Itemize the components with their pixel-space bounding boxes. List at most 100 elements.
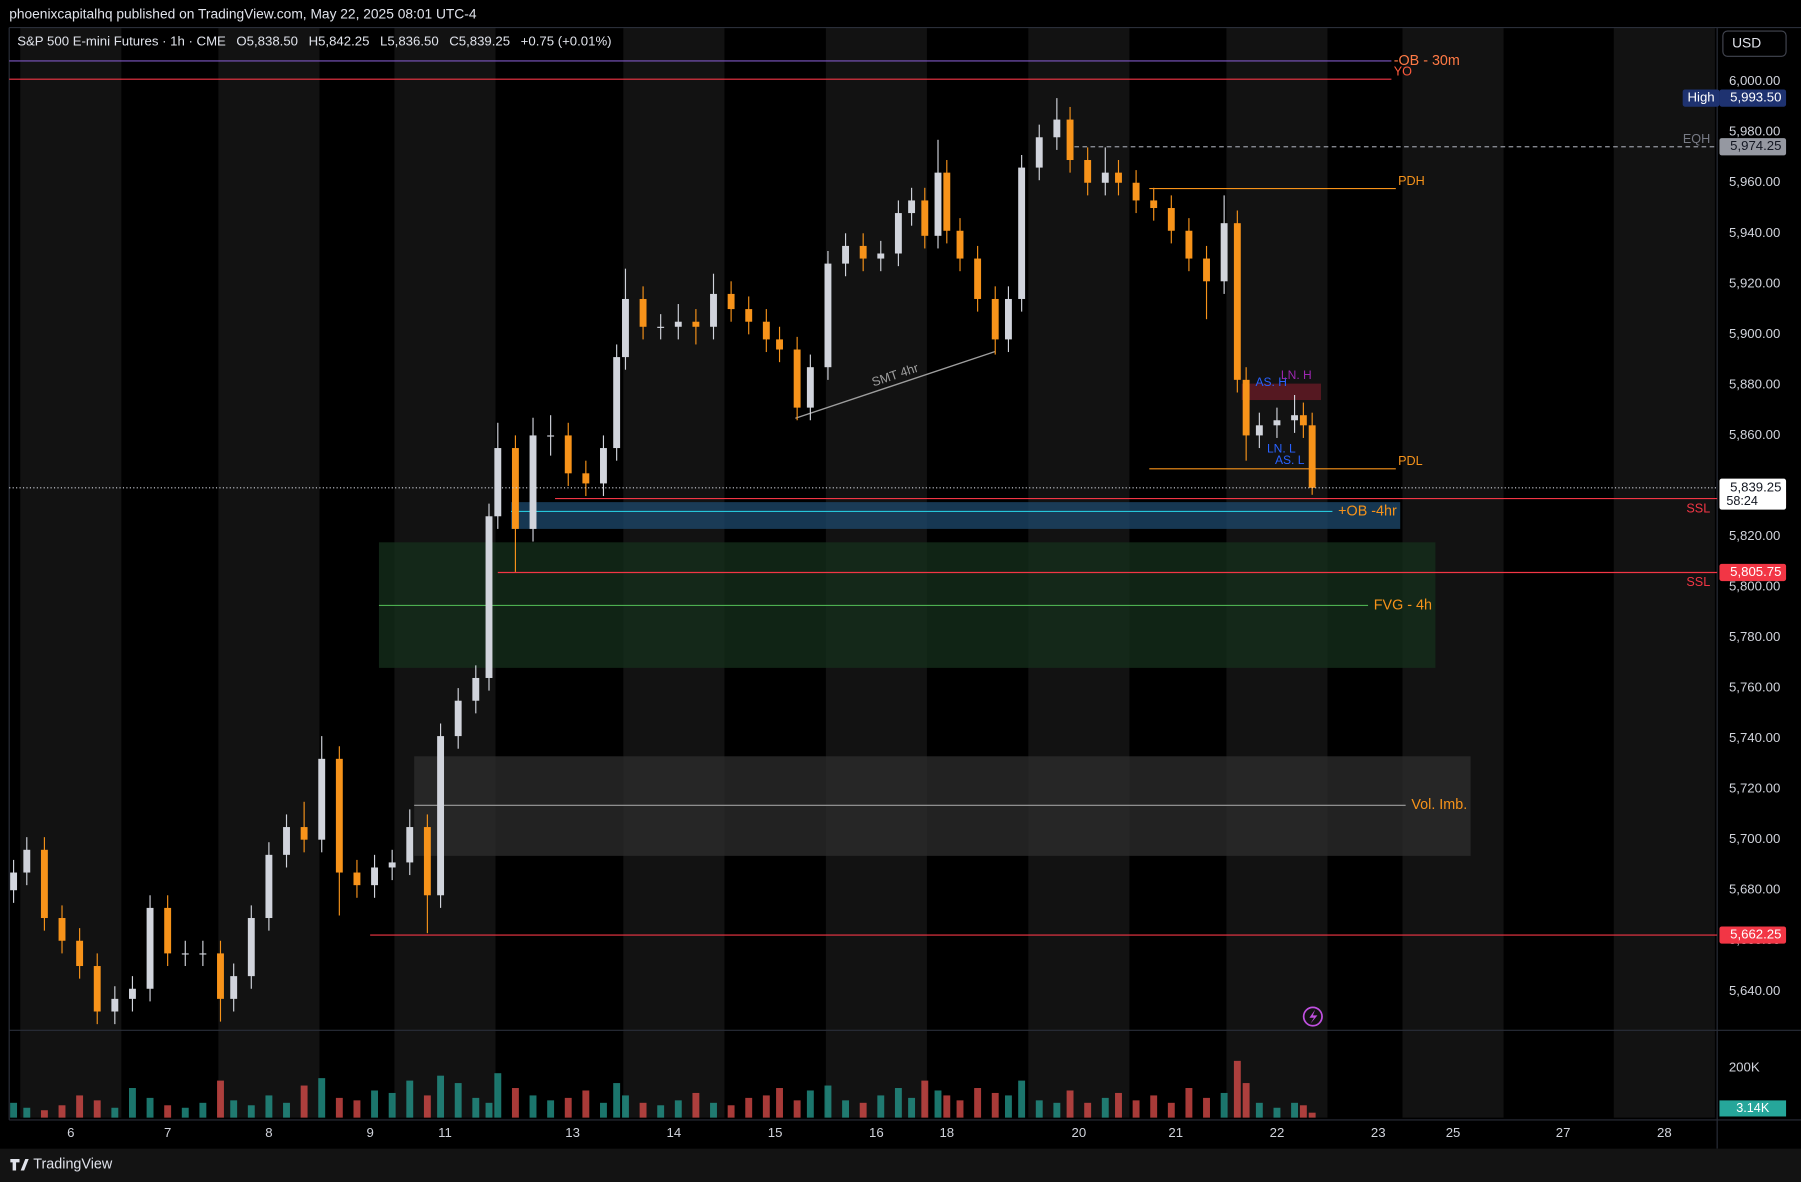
candle-body: [318, 758, 326, 840]
volume-bar: [1004, 1095, 1012, 1118]
volume-bar: [727, 1105, 735, 1118]
volume-bar: [1101, 1097, 1109, 1118]
y-tick-label: 5,700.00: [1729, 831, 1780, 846]
candle-body: [128, 988, 136, 999]
volume-bar: [494, 1073, 502, 1118]
level-label: -OB - 30m: [1394, 53, 1460, 69]
volume-bar: [613, 1083, 621, 1118]
volume-bar: [1084, 1102, 1092, 1118]
candle-body: [859, 245, 867, 259]
zone-label: FVG - 4h: [1374, 597, 1432, 613]
candle-body: [1203, 258, 1210, 282]
volume-bar: [1242, 1083, 1250, 1118]
y-tick-label: 5,860.00: [1729, 427, 1780, 442]
candle-body: [622, 298, 629, 358]
x-tick-label: 14: [667, 1125, 682, 1140]
alert-icon[interactable]: [1302, 1006, 1323, 1027]
candle-body: [776, 339, 783, 350]
volume-bar: [824, 1085, 832, 1118]
volume-bar: [472, 1097, 480, 1118]
candle-body: [762, 321, 770, 340]
x-tick-label: 22: [1270, 1125, 1285, 1140]
volume-bar: [454, 1083, 462, 1118]
countdown-label: 58:24: [1726, 494, 1758, 508]
structure-label: LN. H: [1281, 368, 1312, 382]
high-name: High: [1688, 90, 1715, 105]
candle-body: [934, 172, 942, 236]
candle-body: [1101, 172, 1109, 183]
candle-body: [454, 700, 462, 737]
candle-body: [1018, 167, 1026, 299]
symbol: S&P 500 E-mini Futures · 1h · CME: [17, 34, 226, 49]
volume-bar: [1035, 1100, 1043, 1118]
high-value: 5,993.50: [1730, 90, 1781, 105]
x-tick-label: 9: [366, 1125, 373, 1140]
candle-body: [388, 862, 396, 868]
x-tick-label: 18: [939, 1125, 954, 1140]
volume-bar: [877, 1095, 885, 1118]
candle-body: [582, 473, 590, 484]
volume-bar: [1255, 1102, 1263, 1118]
currency-label[interactable]: USD: [1732, 35, 1761, 50]
candle-body: [1242, 379, 1250, 436]
alert-bolt: [1309, 1009, 1318, 1024]
legend: S&P 500 E-mini Futures · 1h · CME O5,838…: [17, 34, 611, 49]
high-value-box: [1719, 89, 1787, 107]
zone: [414, 756, 1471, 856]
volume-bar: [1132, 1100, 1140, 1118]
price-box: [1719, 138, 1787, 156]
volume-bar: [692, 1092, 700, 1118]
zone-label: +OB -4hr: [1338, 503, 1397, 519]
volume-bar: [991, 1092, 999, 1118]
volume-bar: [793, 1100, 801, 1118]
range-box: [1241, 383, 1321, 401]
x-tick-label: 6: [67, 1125, 74, 1140]
candle-body: [956, 230, 964, 259]
candle-body: [1308, 425, 1316, 488]
candle-body: [1066, 119, 1074, 161]
structure-label: AS. H: [1255, 375, 1286, 389]
candle-body: [217, 953, 224, 999]
candle-body: [335, 758, 343, 873]
volume-bar: [485, 1102, 493, 1118]
y-tick-label: 5,900.00: [1729, 326, 1780, 341]
candle-body: [93, 966, 101, 1012]
volume-bar: [529, 1095, 537, 1118]
x-tick-label: 25: [1446, 1125, 1461, 1140]
volume-bar: [181, 1107, 189, 1118]
x-tick-label: 8: [265, 1125, 272, 1140]
candle-body: [894, 213, 902, 254]
candle-body: [1053, 119, 1061, 138]
volume-bar: [318, 1078, 326, 1118]
y-tick-label: 6,000.00: [1729, 73, 1780, 88]
publisher: phoenixcapitalhq published on TradingVie…: [9, 7, 477, 22]
candle-body: [76, 940, 84, 967]
x-tick-label: 21: [1168, 1125, 1183, 1140]
volume-bar: [1203, 1097, 1210, 1118]
candle-body: [406, 827, 414, 863]
x-tick-label: 16: [869, 1125, 884, 1140]
candle-body: [1220, 223, 1228, 282]
last-price-label: 5,839.25: [1730, 479, 1781, 494]
volume-bar: [943, 1095, 951, 1118]
volume-bar: [639, 1102, 647, 1118]
volume-bar: [1291, 1102, 1299, 1118]
y-tick-label: 5,920.00: [1729, 275, 1780, 290]
candle-body: [657, 326, 665, 328]
candle-body: [1132, 182, 1140, 201]
volume-bar: [371, 1090, 378, 1118]
price-box-label: 5,805.75: [1730, 564, 1781, 579]
currency-button[interactable]: [1722, 30, 1787, 57]
candle-body: [146, 907, 154, 989]
volume-bar: [300, 1085, 308, 1118]
price-box-label: 5,662.25: [1730, 927, 1781, 942]
volume-bar: [1185, 1088, 1193, 1118]
volume-bar: [674, 1100, 682, 1118]
candle-body: [943, 172, 951, 231]
close: C5,839.25: [449, 34, 510, 49]
volume-bar: [335, 1097, 343, 1118]
brand-logo: [10, 1158, 29, 1171]
volume-bar: [93, 1100, 101, 1118]
volume-bar: [859, 1102, 867, 1118]
